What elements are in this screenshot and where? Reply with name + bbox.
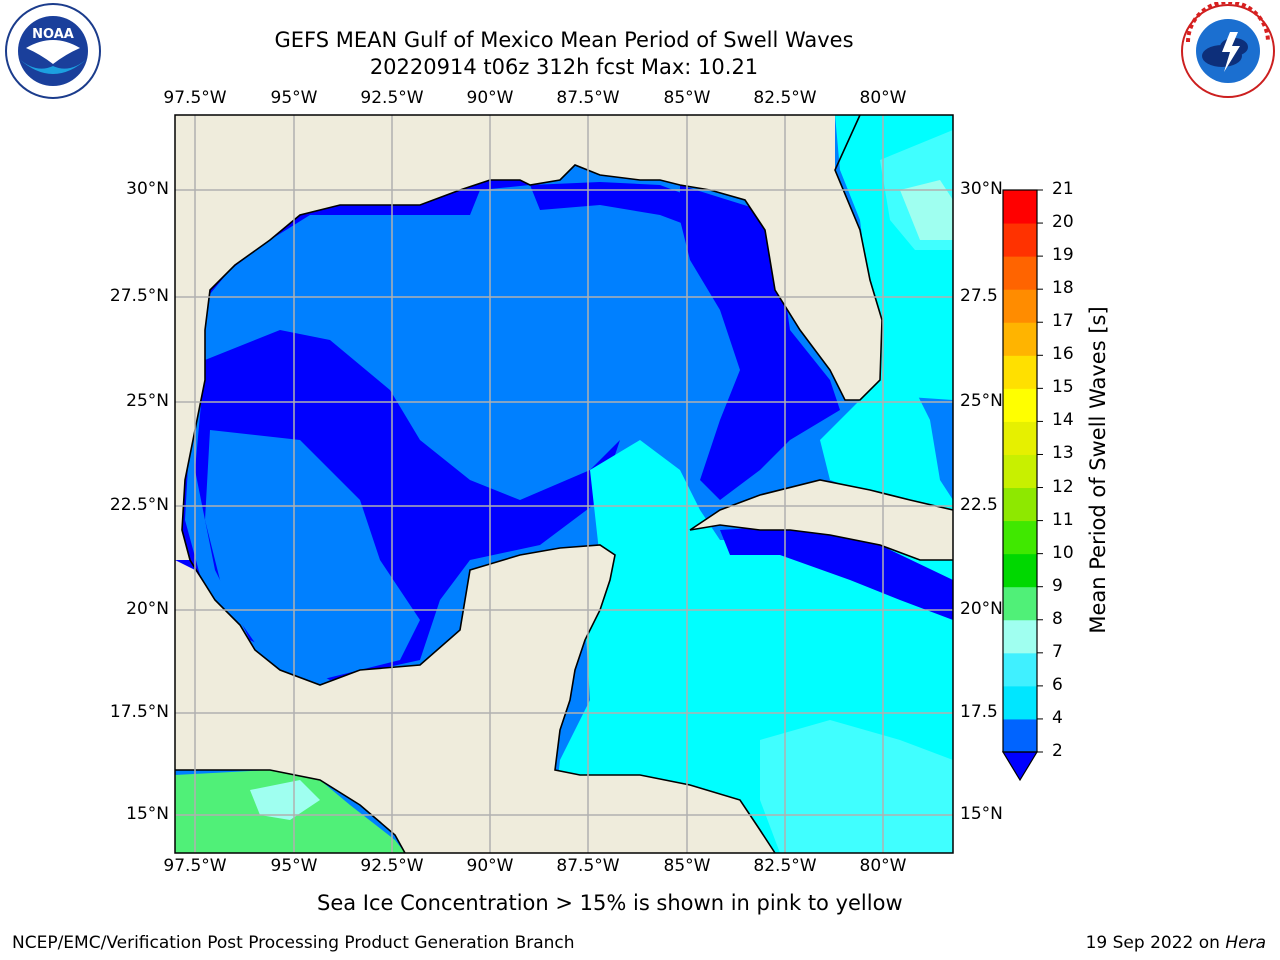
footer-date: 19 Sep 2022 on Hera [1086, 933, 1266, 953]
lat-tick-right: 25°N [960, 391, 1003, 411]
lat-tick-left: 25°N [126, 391, 169, 411]
lat-tick-left: 30°N [126, 179, 169, 199]
noaa-logo-icon: NOAA [5, 3, 101, 99]
colorbar-segment-9 [1003, 421, 1037, 455]
sea-ice-note: Sea Ice Concentration > 15% is shown in … [317, 891, 903, 915]
lon-tick-bottom: 82.5°W [753, 856, 817, 876]
lat-tick-right: 17.5 [960, 702, 998, 722]
colorbar-tick-label: 19 [1052, 245, 1074, 266]
lon-tick-top: 85°W [663, 88, 711, 108]
colorbar-tick-label: 8 [1052, 608, 1063, 629]
colorbar-segment-13 [1003, 289, 1037, 323]
lon-tick-top: 97.5°W [163, 88, 227, 108]
lon-tick-top: 80°W [859, 88, 907, 108]
colorbar-segment-1 [1003, 685, 1037, 720]
colorbar-segment-12 [1003, 322, 1037, 356]
lon-tick-bottom: 80°W [859, 856, 907, 876]
lon-tick-top: 95°W [270, 88, 318, 108]
colorbar-tick-label: 14 [1052, 410, 1074, 431]
colorbar-segment-5 [1003, 553, 1037, 588]
colorbar-segment-4 [1003, 586, 1037, 621]
noaa-logo-text: NOAA [32, 27, 74, 42]
lon-tick-top: 90°W [466, 88, 514, 108]
shade-7s-pacific [250, 780, 320, 820]
lon-tick-bottom: 92.5°W [360, 856, 424, 876]
lat-tick-left: 17.5°N [109, 702, 169, 722]
coastline-cuba-north [689, 479, 954, 531]
colorbar-tick-label: 17 [1052, 311, 1074, 332]
lon-tick-bottom: 97.5°W [163, 856, 227, 876]
shade-2s-cuba-south [720, 525, 953, 620]
colorbar-tick-label: 16 [1052, 344, 1074, 365]
coastline-cuba-south [689, 524, 953, 561]
colorbar-segment-15 [1003, 223, 1037, 257]
lat-tick-right: 27.5 [960, 286, 998, 306]
colorbar-tick-label: 7 [1052, 641, 1063, 662]
colorbar-tick-label: 11 [1052, 509, 1074, 530]
colorbar-segment-2 [1003, 652, 1037, 687]
lon-tick-top: 92.5°W [360, 88, 424, 108]
colorbar-segment-0 [1003, 718, 1037, 753]
shade-2s-east [680, 185, 840, 500]
land-mexico-central-america [175, 545, 775, 853]
colorbar-under-triangle [1001, 751, 1039, 782]
lat-tick-left: 20°N [126, 599, 169, 619]
colorbar-tick-label: 9 [1052, 575, 1063, 596]
colorbar-tick-label: 4 [1052, 707, 1063, 728]
colorbar-segment-6 [1003, 520, 1037, 555]
lon-tick-bottom: 95°W [270, 856, 318, 876]
colorbar-tick-label: 21 [1052, 179, 1074, 199]
chart-title: GEFS MEAN Gulf of Mexico Mean Period of … [274, 28, 854, 52]
colorbar-frame [1002, 189, 1038, 753]
colorbar-label: Mean Period of Swell Waves [s] [1086, 306, 1110, 634]
lat-tick-left: 27.5°N [109, 286, 169, 306]
plot-frame [174, 114, 954, 854]
colorbar-tick-label: 20 [1052, 212, 1074, 233]
colorbar-tick-label: 12 [1052, 476, 1074, 497]
colorbar-segment-16 [1003, 190, 1037, 224]
lon-tick-top: 82.5°W [753, 88, 817, 108]
lat-tick-right: 30°N [960, 179, 1003, 199]
lat-tick-right: 15°N [960, 804, 1003, 824]
colorbar-tick-label: 15 [1052, 377, 1074, 398]
colorbar-tick-label: 2 [1052, 741, 1063, 761]
coastline-pacific [175, 769, 406, 854]
lon-tick-bottom: 90°W [466, 856, 514, 876]
shade-2s-north [530, 182, 700, 230]
lat-tick-left: 15°N [126, 804, 169, 824]
lon-tick-top: 87.5°W [556, 88, 620, 108]
colorbar-tick-label: 13 [1052, 443, 1074, 464]
coastline-mainland [181, 114, 883, 854]
colorbar-segment-14 [1003, 256, 1037, 290]
lat-tick-right: 20°N [960, 599, 1003, 619]
colorbar-tick-label: 18 [1052, 278, 1074, 299]
colorbar-segment-3 [1003, 619, 1037, 654]
colorbar-segment-11 [1003, 355, 1037, 389]
lon-tick-bottom: 85°W [663, 856, 711, 876]
lon-tick-bottom: 87.5°W [556, 856, 620, 876]
colorbar-tick-label: 6 [1052, 674, 1063, 695]
colorbar-tick-label: 10 [1052, 542, 1074, 563]
shade-4s-straits [820, 380, 953, 510]
colorbar-segment-8 [1003, 454, 1037, 489]
land-cuba [690, 480, 953, 560]
footer-machine: Hera [1225, 933, 1266, 953]
colorbar-segment-7 [1003, 487, 1037, 522]
chart-subtitle: 20220914 t06z 312h fcst Max: 10.21 [369, 55, 759, 79]
footer-date-text: 19 Sep 2022 on [1085, 933, 1226, 953]
shade-7s-atlantic [900, 180, 953, 240]
footer-credit: NCEP/EMC/Verification Post Processing Pr… [12, 933, 575, 953]
lat-tick-left: 22.5°N [109, 495, 169, 515]
land-north-america [175, 115, 882, 560]
lat-tick-right: 22.5 [960, 495, 998, 515]
shade-6s-caribbean [760, 720, 953, 853]
nws-logo-icon [1181, 2, 1275, 98]
shade-3s-southwest [205, 430, 420, 680]
colorbar-segment-10 [1003, 388, 1037, 422]
